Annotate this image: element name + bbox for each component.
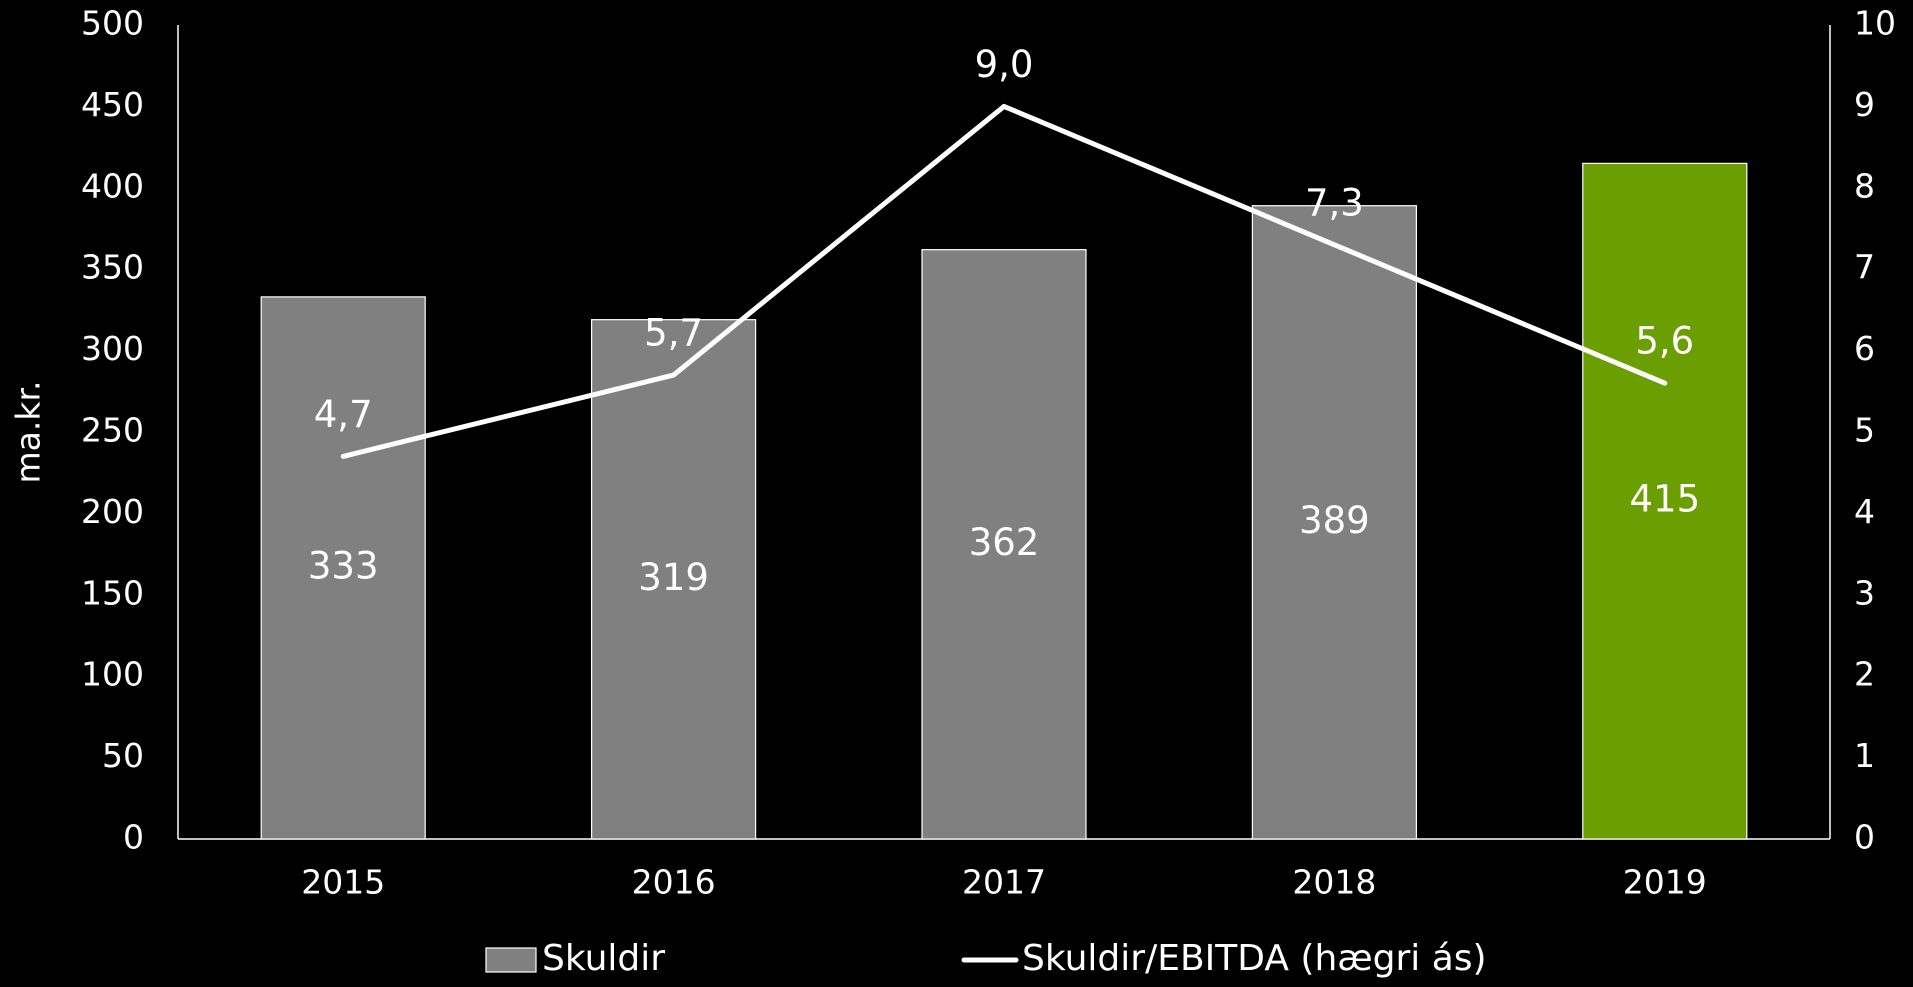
y-tick-label: 400 (81, 166, 144, 205)
y2-tick-label: 0 (1854, 818, 1875, 857)
y-tick-label: 300 (81, 329, 144, 368)
x-tick-label: 2015 (301, 863, 385, 902)
bar (921, 249, 1087, 840)
legend-bar-swatch (485, 947, 537, 973)
y2-tick-label: 1 (1854, 736, 1875, 775)
y-tick-label: 150 (81, 573, 144, 612)
line-value-label: 9,0 (975, 43, 1034, 86)
bar-value-label: 333 (308, 544, 379, 587)
ratio-line (340, 103, 1668, 459)
line-value-label: 7,3 (1305, 181, 1364, 224)
bar (260, 296, 426, 840)
x-tick-label: 2019 (1623, 863, 1707, 902)
y2-tick-label: 3 (1854, 573, 1875, 612)
bar-value-label: 389 (1299, 499, 1370, 542)
x-tick-label: 2016 (632, 863, 716, 902)
y2-tick-label: 5 (1854, 411, 1875, 450)
legend-line-label: Skuldir/EBITDA (hægri ás) (1022, 938, 1487, 979)
x-tick-label: 2018 (1292, 863, 1376, 902)
y2-tick-label: 6 (1854, 329, 1875, 368)
bar (1251, 205, 1418, 840)
bar (1582, 162, 1748, 840)
line-value-label: 5,6 (1635, 320, 1694, 363)
bar-value-label: 362 (969, 521, 1040, 564)
y-tick-label: 50 (102, 736, 144, 775)
bar-value-label: 319 (638, 556, 709, 599)
line-value-label: 5,7 (644, 312, 703, 355)
y-tick-label: 200 (81, 492, 144, 531)
bar-value-label: 415 (1629, 478, 1700, 521)
bar (590, 319, 757, 840)
line-value-label: 4,7 (314, 393, 373, 436)
y2-tick-label: 9 (1854, 85, 1875, 124)
y2-tick-label: 2 (1854, 655, 1875, 694)
y-tick-label: 350 (81, 248, 144, 287)
legend-bar-label: Skuldir (542, 938, 665, 979)
y-tick-label: 0 (123, 818, 144, 857)
y2-tick-label: 8 (1854, 166, 1875, 205)
y2-tick-label: 7 (1854, 248, 1875, 287)
x-tick-label: 2017 (962, 863, 1046, 902)
y-tick-label: 500 (81, 4, 144, 43)
y-tick-label: 450 (81, 85, 144, 124)
y-tick-label: 100 (81, 655, 144, 694)
y2-tick-label: 4 (1854, 492, 1875, 531)
y-axis-label: ma.kr. (9, 381, 48, 484)
y-tick-label: 250 (81, 411, 144, 450)
y2-tick-label: 10 (1854, 4, 1896, 43)
